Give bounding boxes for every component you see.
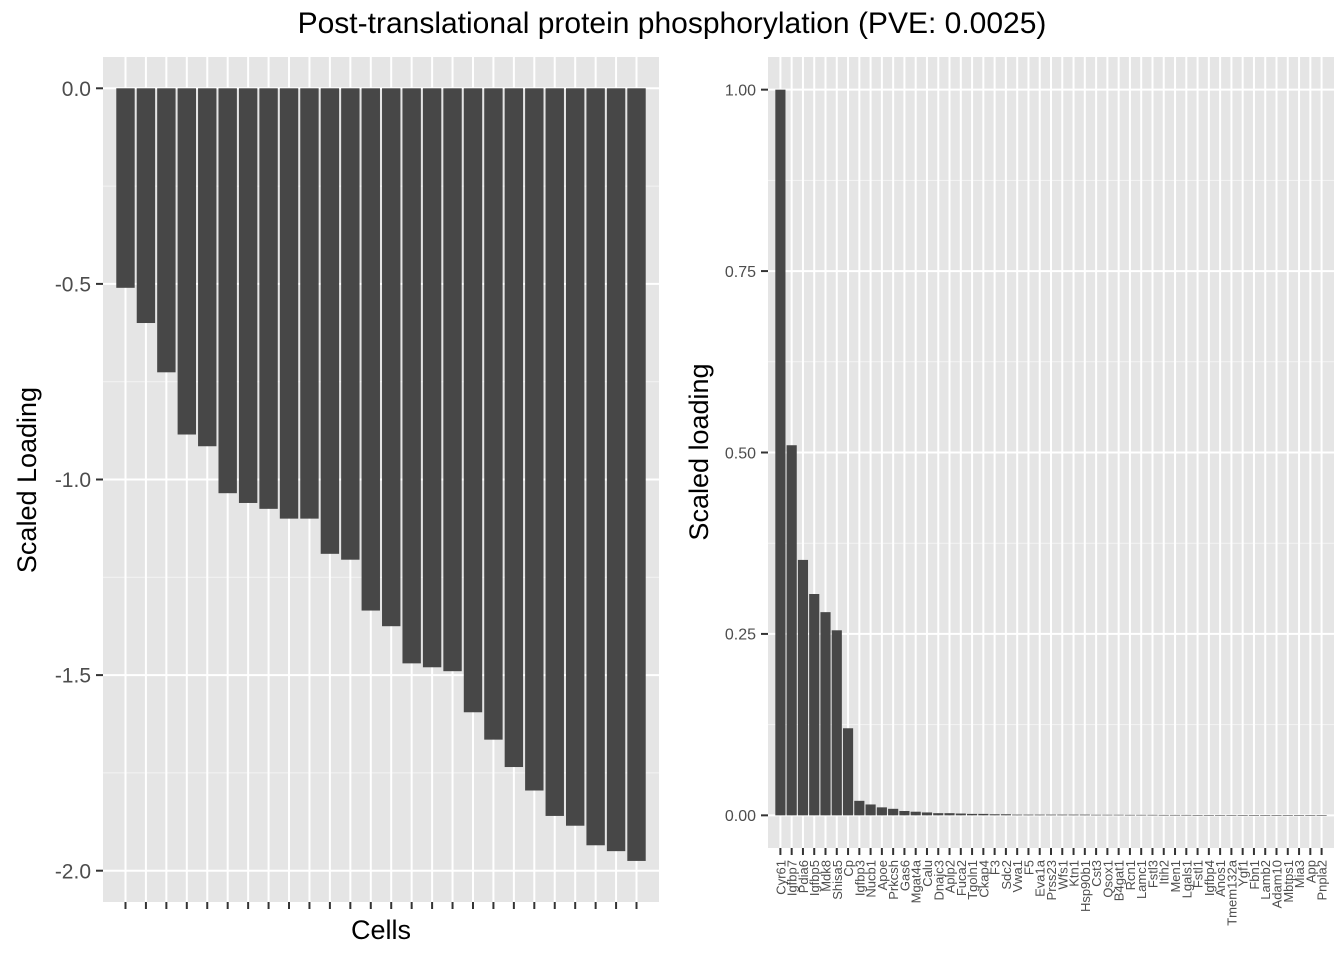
bar [300,88,318,518]
y-tick-label: 0.00 [725,808,756,825]
bar [1283,815,1293,816]
chart-title: Post-translational protein phosphorylati… [298,7,1047,40]
y-tick-label: 0.0 [62,78,91,101]
bar [843,728,853,815]
bar [854,801,864,816]
bar [798,560,808,815]
bar [423,88,441,667]
bar [1260,815,1270,816]
bar [1159,815,1169,816]
bar [607,88,625,851]
bar [218,88,236,493]
bar [1147,815,1157,816]
right-chart: 0.00 0.25 0.50 0.75 1.00 Cyr61Igfbp7Pdia6Igf… [684,57,1334,926]
bar [1023,815,1033,816]
bar [505,88,523,767]
bar [1046,815,1056,816]
right-y-axis-title: Scaled loading [684,363,714,540]
y-tick-label: 1.00 [725,82,756,99]
bar [362,88,380,610]
bar [157,88,175,372]
bar [1035,815,1045,816]
bar [922,812,932,815]
bar [239,88,257,503]
bar [464,88,482,712]
bar [586,88,604,845]
bar [402,88,420,663]
bar [809,594,819,815]
bar [944,813,954,815]
bar [1204,815,1214,816]
bar [1181,815,1191,816]
bar [178,88,196,434]
bar [1114,815,1124,816]
bar [443,88,461,671]
bar [484,88,502,739]
bar [1125,815,1135,816]
bar [1068,815,1078,816]
bar [1091,815,1101,816]
y-tick-label: -2.0 [55,860,91,883]
bar [990,814,1000,815]
bar [1136,815,1146,816]
x-tick-label: Pnpla2 [1315,860,1330,900]
bar [899,811,909,815]
bar [1193,815,1203,816]
y-tick-label: 0.75 [725,264,756,281]
bar [933,813,943,815]
bar [280,88,298,518]
y-tick-label: -0.5 [55,273,91,296]
bar [1271,815,1281,816]
bar [1057,815,1067,816]
bar [1102,815,1112,816]
bar [627,88,645,861]
bar [1238,815,1248,816]
bar [1001,814,1011,815]
bar [525,88,543,790]
left-x-axis [125,902,636,909]
y-tick-label: 0.50 [725,445,756,462]
bar [1317,815,1327,816]
y-tick-label: -1.5 [55,665,91,688]
bar [1170,815,1180,816]
bar [341,88,359,559]
bar [1012,815,1022,816]
bar [775,90,785,816]
y-tick-label: -1.0 [55,469,91,492]
bar [787,445,797,815]
bar [832,630,842,815]
bar [1305,815,1315,816]
bar [956,814,966,816]
bar [911,812,921,816]
bar [198,88,216,446]
left-chart: 0.0 -0.5 -1.0 -1.5 -2.0 Cells Scaled Loading [12,57,659,945]
left-y-axis-title: Scaled Loading [12,387,42,573]
bar [1080,815,1090,816]
bar [566,88,584,825]
bar [116,88,134,288]
right-x-axis: Cyr61Igfbp7Pdia6Igfbp5Mdk8Shisa5CpIgfbp3… [773,848,1329,926]
right-y-axis: 0.00 0.25 0.50 0.75 1.00 [725,82,768,825]
bar [877,807,887,815]
bar [137,88,155,323]
bar [1226,815,1236,816]
bar [259,88,277,509]
bar [967,814,977,815]
bar [820,612,830,815]
bar [321,88,339,554]
bar [888,809,898,816]
bar [1294,815,1304,816]
bar [1215,815,1225,816]
y-tick-label: 0.25 [725,627,756,644]
bar [978,814,988,815]
bar [546,88,564,816]
bar [866,804,876,815]
bar [1249,815,1259,816]
left-y-axis: 0.0 -0.5 -1.0 -1.5 -2.0 [55,78,103,883]
left-x-axis-title: Cells [351,915,411,945]
bar [382,88,400,626]
